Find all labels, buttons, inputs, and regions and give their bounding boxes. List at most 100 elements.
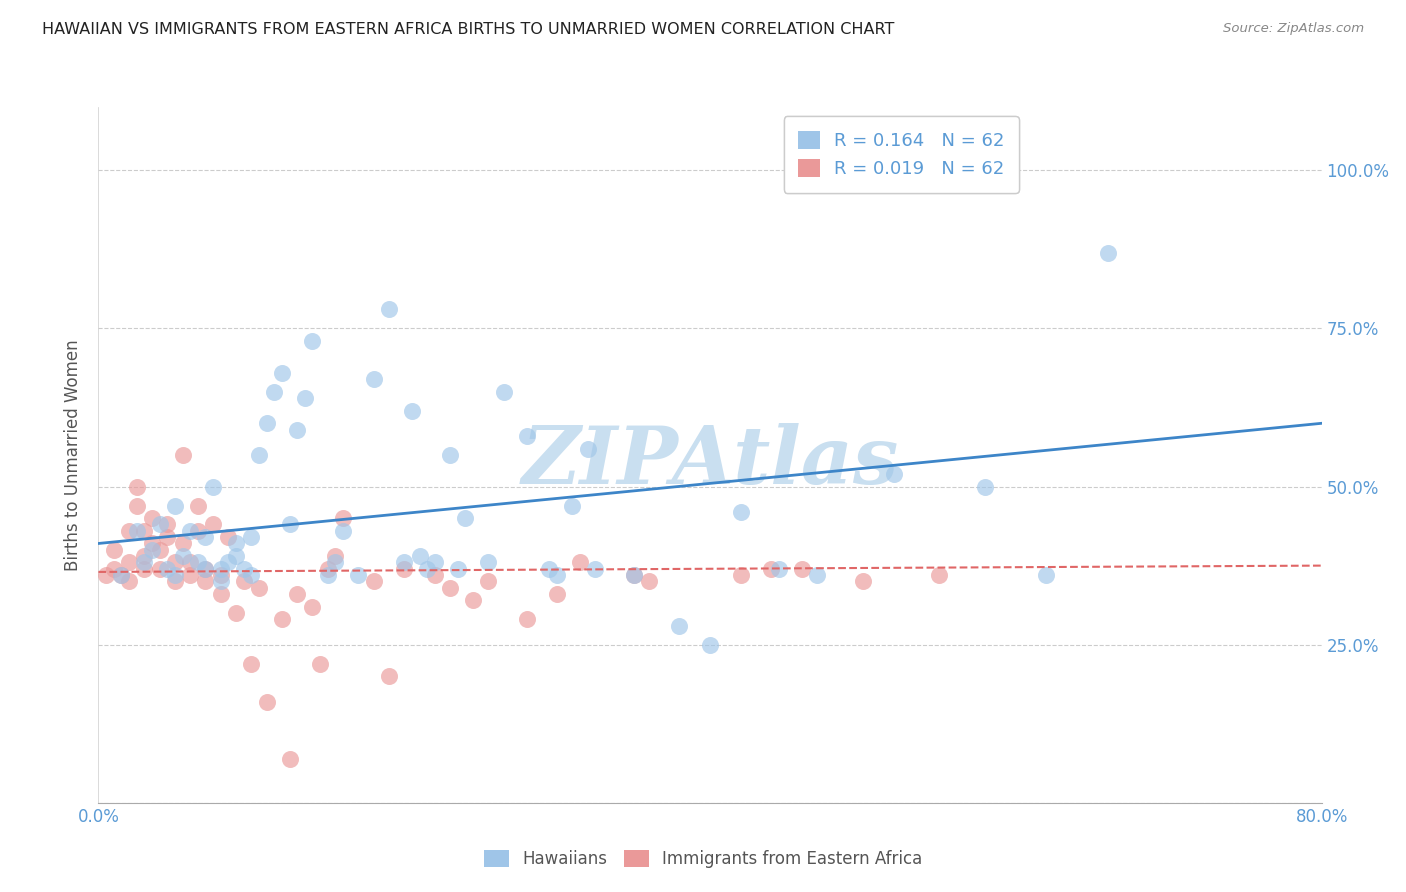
Point <box>423 556 446 570</box>
Point <box>623 568 645 582</box>
Point <box>125 524 148 538</box>
Point <box>149 562 172 576</box>
Point <box>325 549 347 563</box>
Point <box>209 568 232 582</box>
Point <box>759 562 782 576</box>
Point <box>285 423 308 437</box>
Point <box>202 517 225 532</box>
Point <box>392 556 416 570</box>
Text: Source: ZipAtlas.com: Source: ZipAtlas.com <box>1223 22 1364 36</box>
Point <box>447 562 470 576</box>
Point <box>637 574 661 589</box>
Point <box>928 568 950 582</box>
Point <box>209 587 232 601</box>
Point <box>546 587 568 601</box>
Point <box>149 517 172 532</box>
Point <box>363 574 385 589</box>
Point <box>194 530 217 544</box>
Point <box>561 499 583 513</box>
Point <box>217 530 239 544</box>
Point <box>232 574 254 589</box>
Point <box>699 638 721 652</box>
Point <box>194 562 217 576</box>
Point <box>118 556 141 570</box>
Point <box>118 524 141 538</box>
Point <box>401 403 423 417</box>
Point <box>134 562 156 576</box>
Point <box>240 530 263 544</box>
Point <box>240 657 263 671</box>
Point <box>883 467 905 481</box>
Point <box>156 530 179 544</box>
Point <box>125 499 148 513</box>
Point <box>730 505 752 519</box>
Point <box>538 562 561 576</box>
Point <box>301 334 323 348</box>
Point <box>141 536 163 550</box>
Point <box>477 556 499 570</box>
Point <box>141 511 163 525</box>
Point <box>256 695 278 709</box>
Point <box>225 536 247 550</box>
Point <box>256 417 278 431</box>
Point <box>278 751 301 765</box>
Point <box>232 562 254 576</box>
Point <box>179 568 201 582</box>
Point <box>194 574 217 589</box>
Point <box>852 574 875 589</box>
Point <box>179 524 201 538</box>
Point <box>194 562 217 576</box>
Point <box>301 599 323 614</box>
Point <box>134 524 156 538</box>
Point <box>974 479 997 493</box>
Point <box>240 568 263 582</box>
Point <box>94 568 117 582</box>
Point <box>110 568 132 582</box>
Point <box>806 568 828 582</box>
Point <box>156 517 179 532</box>
Point <box>141 542 163 557</box>
Point <box>278 517 301 532</box>
Point <box>454 511 477 525</box>
Point <box>270 366 292 380</box>
Point <box>583 562 606 576</box>
Point <box>294 391 316 405</box>
Point <box>103 562 125 576</box>
Point <box>156 562 179 576</box>
Point <box>332 511 354 525</box>
Point <box>408 549 430 563</box>
Point <box>1035 568 1057 582</box>
Point <box>217 556 239 570</box>
Point <box>285 587 308 601</box>
Point <box>225 549 247 563</box>
Point <box>569 556 592 570</box>
Point <box>209 562 232 576</box>
Point <box>110 568 132 582</box>
Point <box>668 618 690 632</box>
Point <box>325 556 347 570</box>
Point <box>202 479 225 493</box>
Point <box>416 562 439 576</box>
Point <box>172 448 194 462</box>
Point <box>477 574 499 589</box>
Point <box>209 574 232 589</box>
Y-axis label: Births to Unmarried Women: Births to Unmarried Women <box>65 339 83 571</box>
Point <box>134 549 156 563</box>
Point <box>270 612 292 626</box>
Point <box>118 574 141 589</box>
Point <box>492 384 515 399</box>
Point <box>172 536 194 550</box>
Point <box>730 568 752 582</box>
Point <box>125 479 148 493</box>
Point <box>576 442 599 456</box>
Point <box>225 606 247 620</box>
Point <box>378 669 401 683</box>
Point <box>247 448 270 462</box>
Point <box>516 429 538 443</box>
Point <box>392 562 416 576</box>
Point <box>363 372 385 386</box>
Point <box>1097 245 1119 260</box>
Point <box>516 612 538 626</box>
Point <box>309 657 332 671</box>
Point <box>134 556 156 570</box>
